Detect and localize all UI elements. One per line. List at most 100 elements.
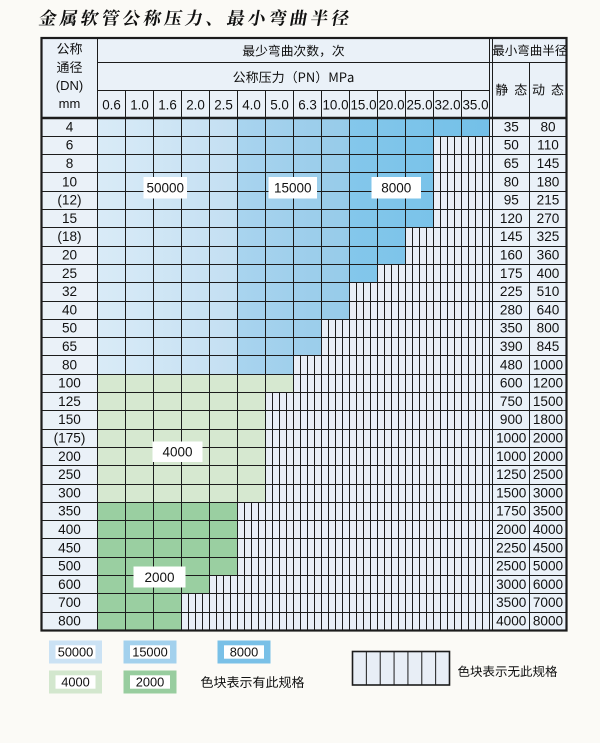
svg-text:2000: 2000 bbox=[533, 431, 564, 446]
svg-text:450: 450 bbox=[58, 540, 81, 555]
svg-text:350: 350 bbox=[500, 321, 523, 336]
svg-text:350: 350 bbox=[58, 504, 81, 519]
svg-text:6.3: 6.3 bbox=[298, 97, 317, 112]
svg-text:120: 120 bbox=[500, 211, 523, 226]
svg-text:50: 50 bbox=[504, 138, 520, 153]
svg-text:125: 125 bbox=[58, 394, 81, 409]
svg-text:10.0: 10.0 bbox=[322, 97, 348, 112]
svg-text:150: 150 bbox=[58, 412, 81, 427]
svg-text:4.0: 4.0 bbox=[242, 97, 261, 112]
svg-text:4500: 4500 bbox=[533, 540, 564, 555]
svg-text:40: 40 bbox=[62, 302, 78, 317]
svg-text:4: 4 bbox=[66, 119, 74, 134]
svg-text:360: 360 bbox=[537, 247, 560, 262]
svg-text:200: 200 bbox=[58, 449, 81, 464]
svg-text:80: 80 bbox=[504, 174, 520, 189]
svg-text:640: 640 bbox=[537, 302, 560, 317]
svg-text:8000: 8000 bbox=[230, 644, 258, 659]
svg-text:20.0: 20.0 bbox=[378, 97, 404, 112]
svg-text:390: 390 bbox=[500, 339, 523, 354]
svg-text:2.5: 2.5 bbox=[214, 97, 233, 112]
svg-text:65: 65 bbox=[504, 156, 519, 171]
svg-text:500: 500 bbox=[58, 559, 81, 574]
svg-text:400: 400 bbox=[58, 522, 81, 537]
svg-text:5000: 5000 bbox=[533, 559, 564, 574]
svg-text:1200: 1200 bbox=[533, 376, 564, 391]
svg-text:400: 400 bbox=[537, 266, 560, 281]
svg-text:50000: 50000 bbox=[146, 181, 184, 196]
svg-text:1500: 1500 bbox=[496, 485, 527, 500]
svg-text:5.0: 5.0 bbox=[270, 97, 289, 112]
svg-text:3000: 3000 bbox=[496, 577, 527, 592]
svg-text:4000: 4000 bbox=[61, 674, 89, 689]
svg-text:1500: 1500 bbox=[533, 394, 564, 409]
svg-text:510: 510 bbox=[537, 284, 560, 299]
svg-text:4000: 4000 bbox=[162, 445, 192, 460]
svg-text:(175): (175) bbox=[54, 431, 86, 446]
svg-text:800: 800 bbox=[537, 321, 560, 336]
svg-text:145: 145 bbox=[537, 156, 560, 171]
svg-text:1000: 1000 bbox=[496, 431, 527, 446]
svg-text:2500: 2500 bbox=[496, 559, 527, 574]
svg-text:50000: 50000 bbox=[58, 644, 94, 659]
svg-text:160: 160 bbox=[500, 247, 523, 262]
svg-text:95: 95 bbox=[504, 193, 519, 208]
svg-text:1.0: 1.0 bbox=[130, 97, 149, 112]
svg-text:35.0: 35.0 bbox=[462, 97, 488, 112]
svg-text:4000: 4000 bbox=[533, 522, 564, 537]
svg-text:32.0: 32.0 bbox=[434, 97, 460, 112]
svg-text:2250: 2250 bbox=[496, 540, 527, 555]
svg-text:15000: 15000 bbox=[132, 644, 168, 659]
svg-text:600: 600 bbox=[500, 376, 523, 391]
svg-text:215: 215 bbox=[537, 193, 560, 208]
svg-text:65: 65 bbox=[62, 339, 77, 354]
svg-text:80: 80 bbox=[540, 119, 556, 134]
svg-text:1000: 1000 bbox=[533, 357, 564, 372]
svg-text:480: 480 bbox=[500, 357, 523, 372]
svg-text:145: 145 bbox=[500, 229, 523, 244]
svg-text:300: 300 bbox=[58, 485, 81, 500]
svg-text:270: 270 bbox=[537, 211, 560, 226]
svg-text:2000: 2000 bbox=[144, 570, 174, 585]
svg-text:15: 15 bbox=[62, 211, 77, 226]
svg-text:6: 6 bbox=[66, 138, 74, 153]
svg-text:7000: 7000 bbox=[533, 595, 564, 610]
svg-text:175: 175 bbox=[500, 266, 523, 281]
svg-text:3000: 3000 bbox=[533, 485, 564, 500]
svg-text:100: 100 bbox=[58, 376, 81, 391]
svg-text:mm: mm bbox=[59, 96, 81, 111]
svg-text:(18): (18) bbox=[57, 229, 81, 244]
svg-text:8000: 8000 bbox=[381, 181, 411, 196]
svg-text:25.0: 25.0 bbox=[406, 97, 432, 112]
svg-text:325: 325 bbox=[537, 229, 560, 244]
svg-text:2.0: 2.0 bbox=[186, 97, 205, 112]
svg-text:15.0: 15.0 bbox=[350, 97, 376, 112]
svg-text:25: 25 bbox=[62, 266, 77, 281]
svg-text:110: 110 bbox=[537, 138, 559, 153]
svg-text:280: 280 bbox=[500, 302, 523, 317]
svg-text:2000: 2000 bbox=[136, 674, 164, 689]
svg-text:2000: 2000 bbox=[533, 449, 564, 464]
svg-text:3500: 3500 bbox=[496, 595, 527, 610]
svg-text:180: 180 bbox=[537, 174, 560, 189]
svg-text:1800: 1800 bbox=[533, 412, 564, 427]
svg-text:1250: 1250 bbox=[496, 467, 527, 482]
svg-text:6000: 6000 bbox=[533, 577, 564, 592]
svg-text:900: 900 bbox=[500, 412, 523, 427]
svg-text:(DN): (DN) bbox=[56, 78, 83, 93]
svg-text:10: 10 bbox=[62, 174, 78, 189]
svg-text:8: 8 bbox=[66, 156, 74, 171]
svg-text:700: 700 bbox=[58, 595, 81, 610]
svg-text:1750: 1750 bbox=[496, 504, 527, 519]
svg-text:0.6: 0.6 bbox=[102, 97, 121, 112]
svg-text:8000: 8000 bbox=[533, 614, 564, 629]
svg-text:3500: 3500 bbox=[533, 504, 564, 519]
svg-text:50: 50 bbox=[62, 321, 78, 336]
svg-text:1000: 1000 bbox=[496, 449, 527, 464]
svg-text:20: 20 bbox=[62, 247, 78, 262]
svg-text:225: 225 bbox=[500, 284, 523, 299]
svg-text:15000: 15000 bbox=[274, 181, 312, 196]
svg-text:800: 800 bbox=[58, 614, 81, 629]
svg-text:250: 250 bbox=[58, 467, 81, 482]
svg-text:845: 845 bbox=[537, 339, 560, 354]
